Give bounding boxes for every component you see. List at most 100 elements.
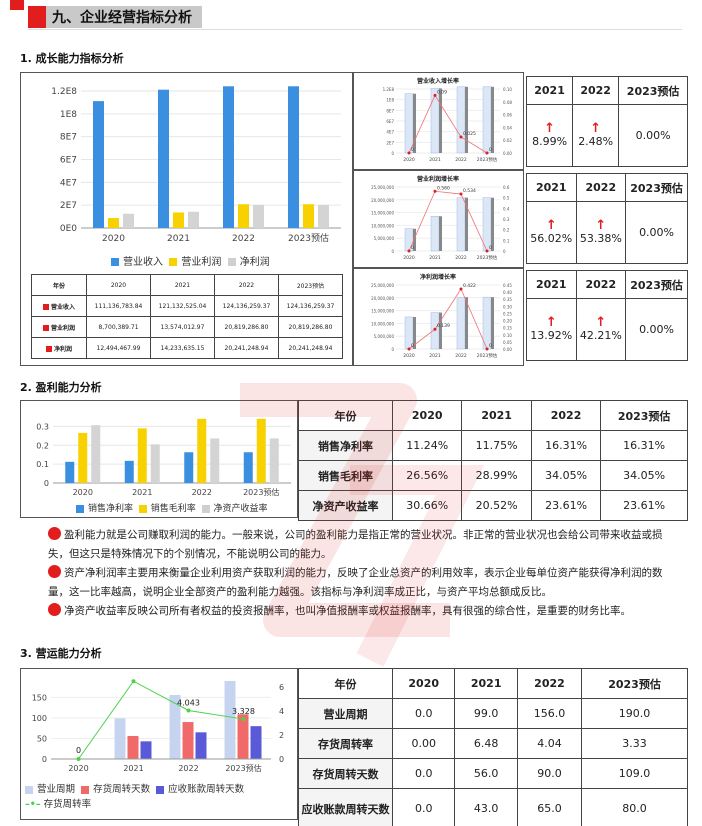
legend-label-op-profit: 营业利润 bbox=[181, 257, 222, 268]
rate-header: 2023预估 bbox=[625, 173, 688, 202]
rate-header: 2021 bbox=[526, 173, 577, 202]
r-tick-label: 0.20 bbox=[503, 319, 512, 324]
y-tick-label: 5,000,000 bbox=[374, 236, 395, 241]
bar bbox=[482, 296, 492, 350]
y-tick-label: 50 bbox=[37, 734, 47, 743]
mini-chart-title: 营业收入增长率 bbox=[417, 77, 459, 85]
bar-shadow bbox=[491, 297, 494, 349]
table-header-cell: 2020 bbox=[86, 274, 151, 296]
table-cell: 0.00 bbox=[391, 728, 456, 759]
x-tick-label: 2023预估 bbox=[477, 156, 498, 163]
mini-chart-panel-revenue: 营业收入增长率 0 2E7 4E7 6E7 8E7 1E8 1.2E8 0.00 0.02 0.04… bbox=[353, 72, 524, 170]
y-tick-label: 2E7 bbox=[60, 201, 77, 211]
x-tick-label: 2022 bbox=[455, 157, 467, 163]
growth-rate-table-op-profit: 2021 2022 2023预估 ↑ 56.02% ↑ 53.38% 0.00% bbox=[526, 173, 688, 264]
up-arrow-icon: ↑ bbox=[545, 218, 557, 233]
table-row: 营业利润 8,700,389.71 13,574,012.97 20,819,2… bbox=[31, 316, 343, 338]
y-tick-label: 0 bbox=[391, 249, 394, 254]
x-tick-label: 2020 bbox=[68, 764, 88, 773]
paragraph: 盈利能力就是公司赚取利润的能力。一般来说，公司的盈利能力是指正常的营业状况。非正… bbox=[48, 526, 683, 564]
x-tick-label: 2021 bbox=[167, 234, 190, 244]
bar-shadow bbox=[413, 317, 416, 349]
paragraph: 资产净利润率主要用来衡量企业利用资产获取利润的能力，反映了企业总资产的利用效率，… bbox=[48, 564, 683, 602]
y-tick-label: 15,000,000 bbox=[371, 309, 394, 314]
legend-label: 销售毛利率 bbox=[150, 504, 196, 514]
bar-shadow bbox=[439, 88, 442, 153]
y-tick-label: 2E7 bbox=[386, 140, 394, 145]
section-title-profit: 2. 盈利能力分析 bbox=[20, 381, 102, 394]
bar-shadow bbox=[491, 86, 494, 153]
y-tick-label: 1E8 bbox=[386, 98, 394, 103]
header-accent bbox=[10, 0, 24, 10]
growth-rate-table-revenue: 2021 2022 2023预估 ↑ 8.99% ↑ 2.48% 0.00% bbox=[525, 76, 688, 167]
rate-point bbox=[407, 249, 411, 253]
rate-header: 2023预估 bbox=[625, 270, 688, 299]
legend-swatch-cycle bbox=[25, 785, 33, 794]
r-tick-label: 0.02 bbox=[503, 138, 512, 143]
r-tick-label: 4 bbox=[279, 707, 284, 716]
x-tick-label: 2023预估 bbox=[288, 232, 329, 244]
row-label-text: 营业利润 bbox=[50, 324, 75, 332]
y-tick-label: 0 bbox=[44, 479, 49, 488]
up-arrow-icon: ↑ bbox=[590, 121, 602, 136]
section-title-growth: 1. 成长能力指标分析 bbox=[20, 52, 124, 65]
bar bbox=[188, 211, 199, 228]
row-label: 净资产收益率 bbox=[298, 490, 393, 521]
legend-swatch-roe bbox=[201, 504, 210, 513]
y-tick-label: 0E0 bbox=[60, 224, 77, 234]
y-tick-label: 10,000,000 bbox=[371, 321, 394, 326]
header-accent-block bbox=[28, 6, 46, 28]
r-tick-label: 0.05 bbox=[503, 340, 512, 345]
y-tick-label: 5,000,000 bbox=[374, 334, 395, 339]
r-tick-label: 0.35 bbox=[503, 297, 512, 302]
rate-header: 2022 bbox=[575, 270, 627, 299]
x-tick-label: 2022 bbox=[455, 353, 467, 359]
x-tick-label: 2023预估 bbox=[225, 763, 261, 773]
profit-chart-panel: 0 0.1 0.2 0.3 2020 2021 2022 2023预估 销售净利率 销售毛利率… bbox=[20, 400, 298, 518]
table-header-cell: 2020 bbox=[391, 400, 463, 431]
table-cell: 12,494,467.99 bbox=[86, 337, 151, 359]
table-cell: 6.48 bbox=[454, 728, 518, 759]
table-cell: 26.56% bbox=[391, 460, 463, 491]
legend-label: 净资产收益率 bbox=[213, 504, 268, 514]
rate-point bbox=[485, 151, 489, 155]
rate-cell: ↑ 13.92% bbox=[526, 298, 577, 361]
bar bbox=[250, 726, 262, 759]
legend-label: 销售净利率 bbox=[88, 504, 134, 514]
table-cell: 56.0 bbox=[454, 758, 518, 789]
table-cell: 34.05% bbox=[530, 460, 602, 491]
table-cell: 0.0 bbox=[391, 758, 456, 789]
table-cell: 90.0 bbox=[516, 758, 583, 789]
r-tick-label: 0.2 bbox=[503, 228, 510, 233]
table-header-cell: 年份 bbox=[31, 274, 87, 296]
row-label-text: 净利润 bbox=[53, 345, 72, 353]
rate-point bbox=[433, 93, 437, 97]
bullet-dot-icon bbox=[48, 527, 61, 540]
table-cell: 124,136,259.37 bbox=[214, 295, 279, 317]
rate-cell: ↑ 2.48% bbox=[572, 104, 620, 167]
turnover-point bbox=[241, 717, 246, 722]
rate-label: 0.139 bbox=[437, 323, 450, 329]
ops-chart: 0 50 100 150 0 2 4 6 2020 2021 2022 2023预估 0 4.043 3.3… bbox=[32, 679, 284, 773]
rate-label: 0.09 bbox=[437, 89, 447, 95]
legend-swatch-net-profit bbox=[227, 258, 236, 266]
rate-value: 56.02% bbox=[530, 232, 573, 245]
r-tick-label: 0.06 bbox=[503, 113, 512, 118]
legend-label-net-profit: 净利润 bbox=[239, 257, 270, 268]
r-tick-label: 0 bbox=[503, 249, 506, 254]
bar bbox=[137, 428, 147, 483]
table-header-cell: 2023预估 bbox=[278, 274, 343, 296]
bar bbox=[430, 216, 440, 252]
bar bbox=[140, 741, 152, 759]
table-header-cell: 年份 bbox=[298, 668, 393, 699]
bar-shadow bbox=[413, 93, 416, 153]
table-cell: 111,136,783.84 bbox=[86, 295, 151, 317]
legend-label: 营业周期 bbox=[37, 784, 76, 795]
rate-cell: 0.00% bbox=[618, 104, 688, 167]
rate-cell: ↑ 53.38% bbox=[575, 201, 627, 264]
bar-shadow bbox=[413, 228, 416, 251]
table-cell: 16.31% bbox=[600, 430, 688, 461]
table-cell: 4.04 bbox=[516, 728, 583, 759]
table-cell: 0.0 bbox=[391, 698, 456, 729]
profit-table: 年份 2020 2021 2022 2023预估 销售净利率 11.24% 11… bbox=[298, 400, 688, 521]
